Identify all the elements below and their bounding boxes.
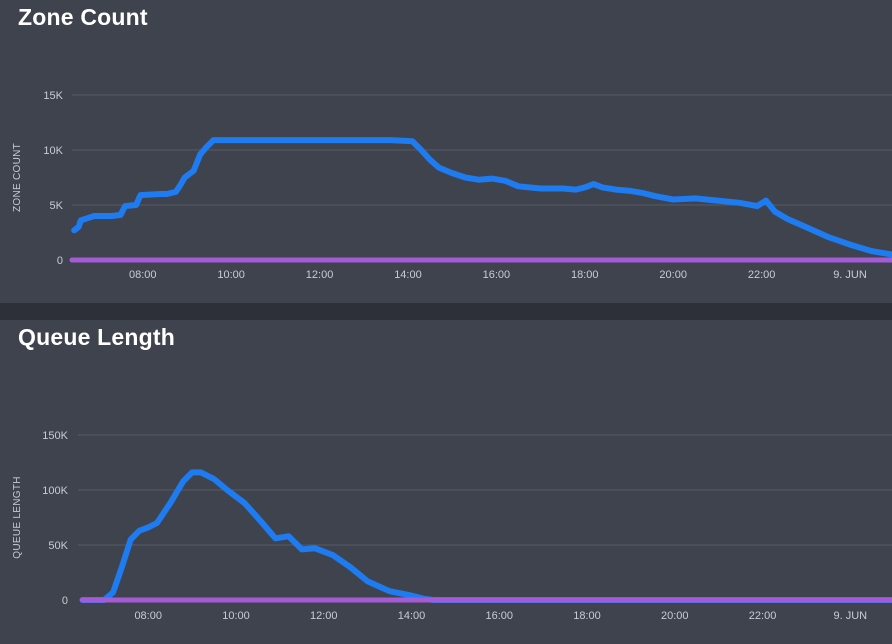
queue-length-title: Queue Length (18, 324, 176, 350)
y-tick-label: 150K (42, 430, 68, 442)
x-tick-label: 20:00 (661, 610, 689, 622)
y-axis-title: QUEUE LENGTH (12, 476, 23, 559)
zone-count-title: Zone Count (18, 4, 148, 30)
x-tick-label: 9. JUN (834, 610, 868, 622)
x-tick-label: 18:00 (571, 269, 599, 281)
zone-count-panel: Zone Count 0 5K 10K 15K 08:00 10:00 12:00 14:00… (0, 0, 892, 303)
y-tick-label: 50K (48, 540, 68, 552)
x-tick-label: 20:00 (659, 269, 687, 281)
x-tick-label: 14:00 (398, 610, 426, 622)
y-tick-label: 10K (43, 145, 63, 157)
y-tick-label: 0 (57, 255, 63, 267)
x-tick-label: 16:00 (485, 610, 513, 622)
x-tick-label: 10:00 (222, 610, 250, 622)
x-tick-label: 12:00 (306, 269, 334, 281)
x-tick-label: 08:00 (134, 610, 162, 622)
x-tick-label: 22:00 (748, 269, 776, 281)
y-tick-label: 5K (50, 200, 64, 212)
x-tick-label: 16:00 (483, 269, 511, 281)
series-line-main (71, 137, 892, 258)
x-tick-label: 10:00 (217, 269, 245, 281)
x-tick-label: 12:00 (310, 610, 338, 622)
y-axis-title: ZONE COUNT (12, 143, 23, 212)
x-tick-label: 08:00 (129, 269, 157, 281)
y-tick-label: 0 (62, 595, 68, 607)
x-tick-label: 22:00 (749, 610, 777, 622)
y-tick-label: 15K (43, 90, 63, 102)
y-tick-label: 100K (42, 485, 68, 497)
queue-length-panel: Queue Length 0 50K 100K 150K 08:00 10:00 12:00… (0, 320, 892, 644)
x-tick-label: 9. JUN (833, 269, 867, 281)
zone-count-chart: 0 5K 10K 15K 08:00 10:00 12:00 14:00 16:00 18:00 2… (12, 90, 892, 281)
x-tick-label: 14:00 (394, 269, 422, 281)
series-line-main (79, 469, 892, 603)
x-tick-label: 18:00 (573, 610, 601, 622)
queue-length-chart: 0 50K 100K 150K 08:00 10:00 12:00 14:00 16:00 18:… (12, 430, 892, 622)
